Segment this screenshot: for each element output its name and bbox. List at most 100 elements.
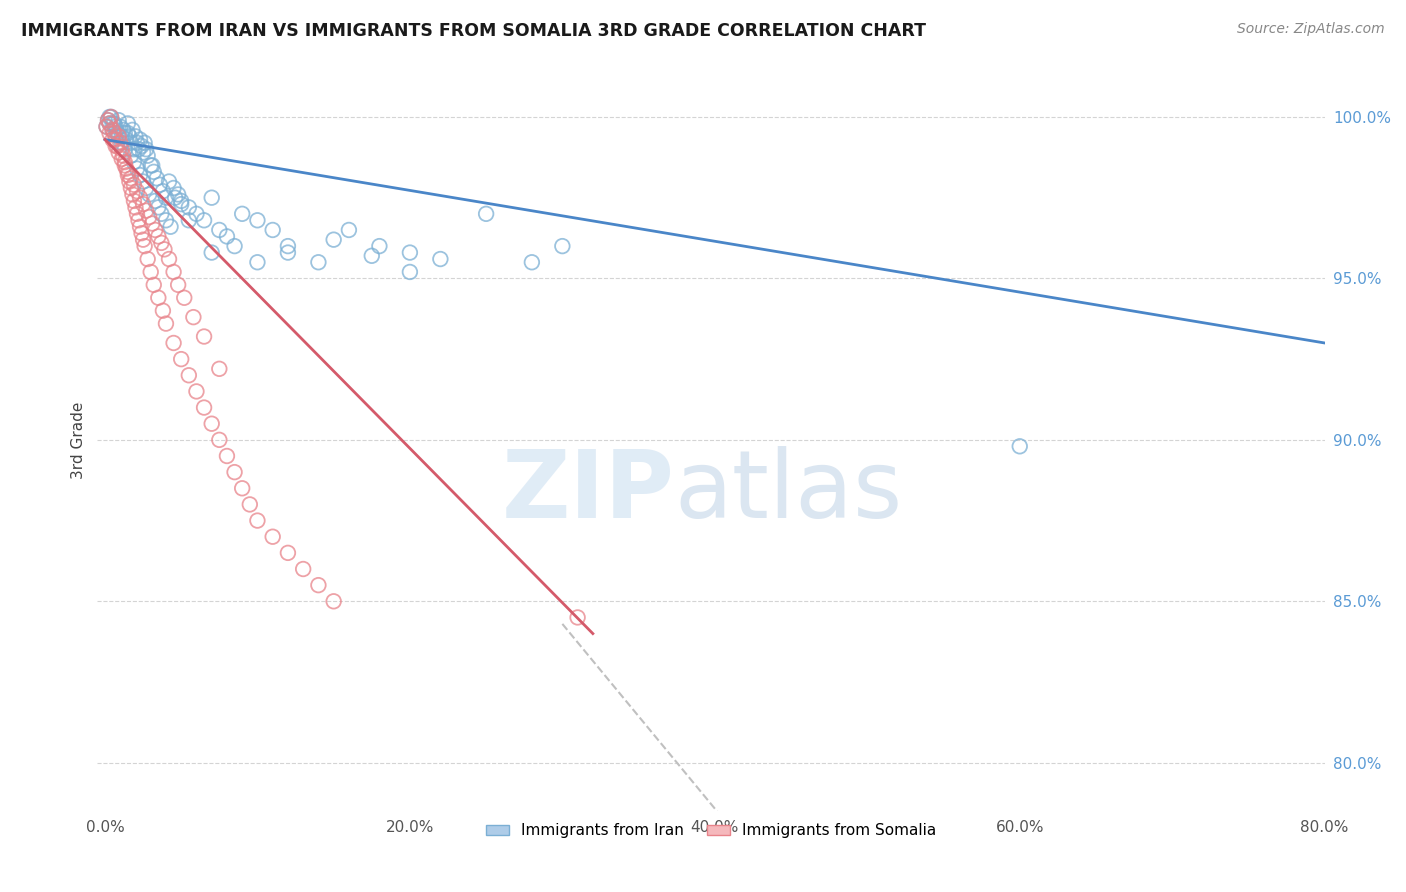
Point bbox=[162, 336, 184, 351]
Point bbox=[131, 139, 153, 153]
Point bbox=[246, 514, 269, 528]
Point bbox=[186, 384, 208, 399]
Point bbox=[104, 139, 127, 153]
Point bbox=[100, 110, 122, 124]
Point bbox=[120, 171, 142, 186]
Point bbox=[120, 136, 142, 150]
Point bbox=[224, 465, 246, 479]
Point bbox=[170, 197, 193, 211]
Point bbox=[129, 132, 152, 146]
Point bbox=[399, 245, 422, 260]
Point bbox=[136, 252, 159, 266]
Point bbox=[115, 161, 138, 176]
Point bbox=[567, 610, 589, 624]
Point bbox=[551, 239, 574, 253]
Point bbox=[118, 129, 141, 144]
Point bbox=[170, 352, 193, 367]
Point bbox=[368, 239, 391, 253]
Point bbox=[104, 132, 127, 146]
Point bbox=[114, 126, 136, 140]
Point bbox=[231, 481, 253, 495]
Point bbox=[162, 265, 184, 279]
Point bbox=[162, 181, 184, 195]
Point bbox=[124, 200, 146, 214]
Point bbox=[132, 145, 155, 160]
Point bbox=[292, 562, 315, 576]
Point bbox=[110, 120, 132, 134]
Point bbox=[103, 116, 125, 130]
Point bbox=[122, 142, 145, 156]
Point bbox=[117, 168, 139, 182]
Point bbox=[135, 142, 157, 156]
Point bbox=[135, 181, 157, 195]
Point bbox=[101, 123, 124, 137]
Point bbox=[122, 155, 145, 169]
Point bbox=[148, 229, 170, 244]
Point bbox=[98, 126, 121, 140]
Point bbox=[165, 191, 187, 205]
Point bbox=[429, 252, 451, 266]
Point bbox=[215, 449, 238, 463]
Point bbox=[152, 303, 174, 318]
Point bbox=[107, 145, 129, 160]
Point bbox=[121, 123, 143, 137]
Point bbox=[307, 578, 329, 592]
Text: ZIP: ZIP bbox=[502, 446, 675, 538]
Point bbox=[155, 213, 177, 227]
Text: Source: ZipAtlas.com: Source: ZipAtlas.com bbox=[1237, 22, 1385, 37]
Point bbox=[167, 277, 190, 292]
Point bbox=[246, 255, 269, 269]
Y-axis label: 3rd Grade: 3rd Grade bbox=[72, 401, 86, 478]
Point bbox=[155, 317, 177, 331]
Point bbox=[105, 139, 128, 153]
Point bbox=[142, 277, 165, 292]
Point bbox=[101, 116, 124, 130]
Point bbox=[97, 113, 120, 128]
Point bbox=[125, 136, 148, 150]
Point bbox=[141, 217, 163, 231]
Point bbox=[159, 219, 181, 234]
Point bbox=[101, 132, 124, 146]
Point bbox=[134, 239, 156, 253]
Legend: Immigrants from Iran, Immigrants from Somalia: Immigrants from Iran, Immigrants from So… bbox=[479, 817, 942, 845]
Point bbox=[183, 310, 205, 325]
Point bbox=[98, 116, 121, 130]
Point bbox=[128, 142, 150, 156]
Point bbox=[167, 187, 190, 202]
Point bbox=[111, 152, 134, 166]
Point bbox=[101, 123, 124, 137]
Point bbox=[111, 129, 134, 144]
Point bbox=[98, 116, 121, 130]
Point bbox=[201, 417, 224, 431]
Point bbox=[114, 155, 136, 169]
Point bbox=[139, 158, 162, 172]
Point bbox=[201, 245, 224, 260]
Point bbox=[125, 161, 148, 176]
Point bbox=[239, 498, 262, 512]
Point bbox=[149, 178, 172, 192]
Point bbox=[103, 126, 125, 140]
Point bbox=[201, 191, 224, 205]
Point bbox=[246, 213, 269, 227]
Point bbox=[115, 132, 138, 146]
Point bbox=[107, 129, 129, 144]
Point bbox=[475, 207, 498, 221]
Point bbox=[143, 223, 166, 237]
Point bbox=[170, 194, 193, 208]
Point bbox=[129, 219, 152, 234]
Point bbox=[208, 433, 231, 447]
Point bbox=[129, 168, 152, 182]
Point bbox=[117, 165, 139, 179]
Point bbox=[157, 175, 180, 189]
Point bbox=[399, 265, 422, 279]
Point bbox=[124, 129, 146, 144]
Point bbox=[262, 530, 284, 544]
Point bbox=[111, 142, 134, 156]
Point bbox=[193, 329, 215, 343]
Point bbox=[135, 203, 157, 218]
Point bbox=[150, 235, 173, 250]
Point bbox=[134, 136, 156, 150]
Point bbox=[118, 175, 141, 189]
Point bbox=[193, 213, 215, 227]
Point bbox=[277, 546, 299, 560]
